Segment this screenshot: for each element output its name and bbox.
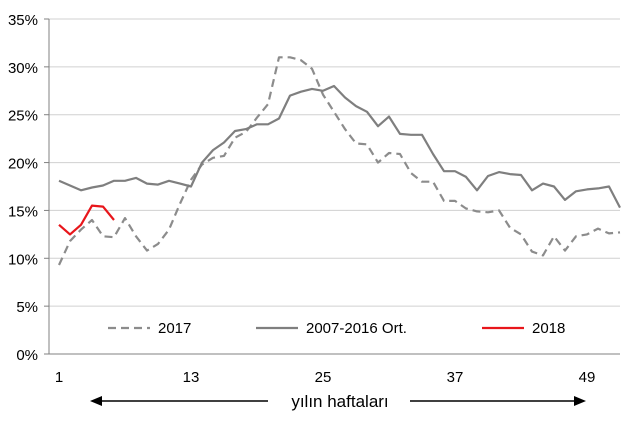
arrow-left-icon	[90, 396, 102, 406]
y-tick-label: 5%	[16, 299, 38, 316]
series-layer	[58, 56, 621, 266]
legend-label-2007-2016-ort: 2007-2016 Ort.	[306, 320, 407, 337]
x-tick-label: 13	[183, 369, 200, 386]
x-axis-tick-labels: 1 13 25 37 49	[55, 369, 596, 386]
y-tick-label: 20%	[8, 156, 38, 173]
axes	[48, 19, 620, 355]
x-tick-label: 49	[579, 369, 596, 386]
legend-label-2017: 2017	[158, 320, 191, 337]
series-line-2018	[58, 204, 115, 236]
y-tick-label: 10%	[8, 251, 38, 268]
x-tick-label: 1	[55, 369, 63, 386]
series-line-2007-2016-ort	[58, 84, 621, 209]
x-axis-title: yılın haftaları	[291, 392, 388, 411]
x-tick-label: 37	[447, 369, 464, 386]
legend: 2017 2007-2016 Ort. 2018	[108, 320, 565, 337]
arrow-right-icon	[574, 396, 586, 406]
y-tick-label: 25%	[8, 108, 38, 125]
series-line-2017	[58, 56, 621, 266]
y-tick-label: 15%	[8, 203, 38, 220]
y-tick-label: 0%	[16, 347, 38, 364]
y-axis-tick-labels: 0% 5% 10% 15% 20% 25% 30% 35%	[8, 12, 38, 364]
x-axis-title-group: yılın haftaları	[90, 392, 586, 411]
y-tick-label: 30%	[8, 60, 38, 77]
gridlines	[44, 18, 620, 355]
x-tick-label: 25	[315, 369, 332, 386]
legend-label-2018: 2018	[532, 320, 565, 337]
y-tick-label: 35%	[8, 12, 38, 29]
